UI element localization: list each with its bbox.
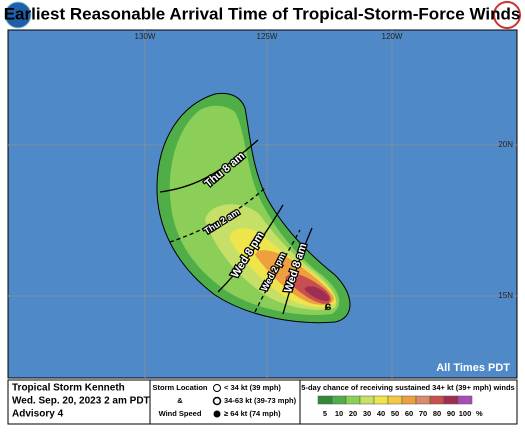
ocean: [7, 29, 518, 379]
scale-swatch: [373, 395, 389, 405]
scale-label: 20: [349, 409, 357, 418]
contour-line: [282, 227, 313, 315]
key-title: Storm Location: [152, 383, 207, 392]
contour-line: [254, 229, 301, 313]
scale-label: 100: [459, 409, 472, 418]
key-symbol: [213, 384, 221, 392]
scale-swatch: [457, 395, 473, 405]
lon-label: 130W: [135, 32, 156, 41]
scale-title: 5-day chance of receiving sustained 34+ …: [301, 383, 514, 392]
scale-unit: %: [476, 409, 483, 418]
scale-swatch: [359, 395, 375, 405]
advisory: Advisory 4: [12, 409, 64, 420]
probability-swath: [156, 92, 351, 324]
contour-line: [169, 187, 266, 243]
key-title: Wind Speed: [159, 409, 202, 418]
key-item: ≥ 64 kt (74 mph): [224, 409, 281, 418]
contour-line: [217, 204, 284, 293]
footer: Tropical Storm Kenneth Wed. Sep. 20, 202…: [7, 379, 518, 425]
storm-symbol: ɕ: [325, 299, 332, 313]
key-title: &: [177, 396, 183, 405]
scale-label: 50: [391, 409, 399, 418]
issued: Wed. Sep. 20, 2023 2 am PDT: [12, 396, 150, 407]
nws-logo: [493, 1, 521, 29]
scale-label: 80: [433, 409, 441, 418]
lat-label: 15N: [498, 291, 513, 300]
lon-label: 120W: [382, 32, 403, 41]
key-symbol: [212, 396, 222, 406]
scale-label: 10: [335, 409, 343, 418]
scale-swatch: [317, 395, 333, 405]
scale-label: 5: [323, 409, 327, 418]
scale-swatch: [331, 395, 347, 405]
scale-label: 30: [363, 409, 371, 418]
swath-band: [304, 286, 330, 302]
scale-label: 70: [419, 409, 427, 418]
storm-name: Tropical Storm Kenneth: [12, 383, 125, 394]
scale-swatch: [387, 395, 403, 405]
map: 130W 125W 120W 20N 15N Thu 8 am Thu 2 am…: [7, 29, 518, 379]
key-symbol: [213, 410, 221, 418]
noaa-logo: [4, 1, 32, 29]
lon-label: 125W: [257, 32, 278, 41]
scale-label: 60: [405, 409, 413, 418]
key-item: < 34 kt (39 mph): [224, 383, 281, 392]
scale-swatch: [429, 395, 445, 405]
contour-line: [159, 139, 259, 193]
color-scale: 5 10 20 30 40 50 60 70 80 90 100%: [317, 395, 483, 418]
title: Earliest Reasonable Arrival Time of Trop…: [4, 4, 521, 23]
scale-swatch: [415, 395, 431, 405]
scale-label: 40: [377, 409, 385, 418]
scale-swatch: [345, 395, 361, 405]
lat-label: 20N: [498, 140, 513, 149]
arrival-contours: [159, 139, 313, 315]
scale-swatch: [443, 395, 459, 405]
scale-label: 90: [447, 409, 455, 418]
key-item: 34-63 kt (39-73 mph): [224, 396, 297, 405]
scale-swatch: [401, 395, 417, 405]
time-note: All Times PDT: [436, 362, 510, 374]
